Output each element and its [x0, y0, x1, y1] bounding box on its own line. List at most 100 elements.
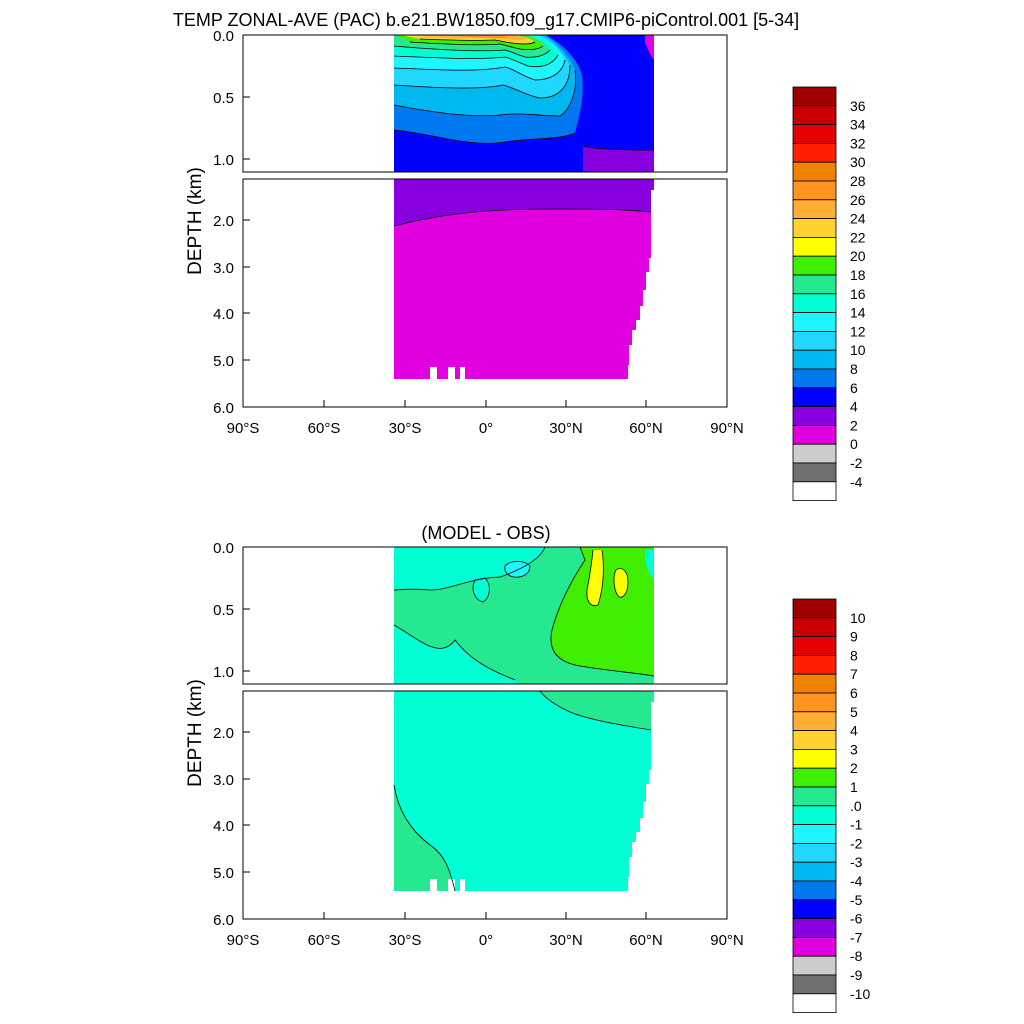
top-colorbar-swatch	[792, 462, 837, 483]
diff-colorbar-swatch	[792, 617, 837, 637]
diff-ytick-label: 1.0	[213, 664, 234, 681]
diff-colorbar-label: -8	[850, 948, 863, 964]
diff-ytick-label: 6.0	[213, 912, 234, 929]
top-upper-contour-lines	[393, 38, 655, 151]
top-ytick-label: 0.5	[213, 90, 234, 107]
top-colorbar-label: 34	[850, 117, 866, 133]
diff-colorbar-swatch	[792, 805, 837, 825]
diff-colorbar-label: -7	[850, 929, 863, 945]
diff-colorbar-label: 3	[850, 741, 858, 757]
diff-colorbar-label: -6	[850, 911, 863, 927]
top-colorbar-label: 10	[850, 342, 866, 358]
diff-ytick-label: 3.0	[213, 772, 234, 789]
diff-colorbar-swatch	[792, 955, 837, 976]
top-colorbar-swatch	[792, 424, 837, 445]
top-colorbar-label: 12	[850, 323, 866, 339]
top-lower-frame	[242, 178, 728, 408]
diff-lower-contour-fill	[394, 691, 654, 891]
diff-colorbar-label: -3	[850, 854, 863, 870]
top-colorbar-label: -2	[850, 455, 863, 471]
top-lower-contour-fill	[394, 179, 654, 379]
top-xtick-label: 60°N	[629, 420, 663, 437]
top-colorbar-swatch	[792, 105, 837, 126]
diff-xtick-label: 60°N	[629, 932, 663, 949]
diff-lower-frame	[242, 690, 728, 920]
top-colorbar-swatch	[792, 293, 837, 313]
top-colorbar-swatch	[792, 443, 837, 464]
diff-colorbar-swatch	[792, 636, 837, 656]
diff-colorbar-label: 10	[850, 610, 866, 626]
top-colorbar-label: 36	[850, 98, 866, 114]
diff-ytick-label: 5.0	[213, 865, 234, 882]
diff-xtick-label: 90°N	[710, 932, 744, 949]
diff-colorbar-label: 4	[850, 723, 858, 739]
top-colorbar-label: 6	[850, 380, 858, 396]
top-xtick-label: 30°N	[549, 420, 583, 437]
diff-colorbar-swatch	[792, 786, 837, 807]
top-colorbar-swatch	[792, 142, 837, 163]
top-colorbar-swatch	[792, 274, 837, 295]
top-colorbar-swatch	[792, 330, 837, 351]
figure-title: TEMP ZONAL-AVE (PAC) b.e21.BW1850.f09_g1…	[173, 10, 799, 31]
diff-xtick-label: 30°N	[549, 932, 583, 949]
diff-upper-contour-fill	[394, 547, 654, 684]
top-x-axis	[323, 400, 647, 407]
diff-colorbar-swatch	[792, 899, 837, 919]
top-ytick-label: 1.0	[213, 152, 234, 169]
diff-colorbar-label: 9	[850, 629, 858, 645]
diff-colorbar-label: -4	[850, 873, 863, 889]
diff-colorbar-label: 7	[850, 666, 858, 682]
diff-xtick-label: 30°S	[389, 932, 422, 949]
diff-colorbar-swatch	[792, 749, 837, 769]
diff-ytick-label: 0.5	[213, 602, 234, 619]
top-lower-contour-lines	[393, 208, 652, 227]
diff-colorbar-swatch	[792, 730, 837, 750]
top-colorbar-label: 22	[850, 229, 866, 245]
top-colorbar-swatch	[792, 481, 837, 501]
diff-upper-contour-lines	[393, 547, 655, 681]
diff-x-axis	[323, 912, 647, 919]
diff-ytick-label: 0.0	[213, 540, 234, 557]
top-xtick-label: 0°	[479, 420, 493, 437]
diff-colorbar-swatch	[792, 711, 837, 731]
top-ytick-label: 6.0	[213, 400, 234, 417]
top-colorbar-label: 16	[850, 286, 866, 302]
diff-colorbar-swatch	[792, 918, 837, 938]
top-ytick-label: 3.0	[213, 260, 234, 277]
diff-colorbar-swatch	[792, 767, 837, 788]
top-colorbar-swatch	[792, 180, 837, 201]
top-colorbar-label: 26	[850, 192, 866, 208]
diff-colorbar-label: 2	[850, 760, 858, 776]
top-ytick-label: 5.0	[213, 353, 234, 370]
diff-colorbar-swatch	[792, 843, 837, 863]
diff-colorbar-label: 6	[850, 685, 858, 701]
diff-colorbar-swatch	[792, 937, 837, 957]
top-ytick-label: 0.0	[213, 28, 234, 45]
top-ytick-label: 2.0	[213, 213, 234, 230]
diff-colorbar-label: -2	[850, 835, 863, 851]
diff-colorbar-swatch	[792, 861, 837, 882]
diff-colorbar-swatch	[792, 974, 837, 995]
diff-colorbar-swatch	[792, 655, 837, 675]
diff-y-axis	[243, 546, 250, 873]
diff-colorbar-label: -5	[850, 892, 863, 908]
top-colorbar-swatch	[792, 161, 837, 182]
top-colorbar-swatch	[792, 387, 837, 407]
top-colorbar-label: 24	[850, 211, 866, 227]
top-xtick-label: 90°N	[710, 420, 744, 437]
diff-colorbar-swatch	[792, 824, 837, 844]
diff-ytick-label: 2.0	[213, 725, 234, 742]
top-colorbar-label: 32	[850, 135, 866, 151]
top-colorbar-swatch	[792, 349, 837, 370]
diff-colorbar-swatch	[792, 692, 837, 713]
diff-colorbar-swatch	[792, 880, 837, 901]
top-upper-contour-fill	[394, 35, 654, 172]
top-colorbar-label: 18	[850, 267, 866, 283]
top-xtick-label: 30°S	[389, 420, 422, 437]
diff-lower-contour-lines	[393, 691, 652, 892]
diff-colorbar-label: -1	[850, 817, 863, 833]
top-colorbar-swatch	[792, 368, 837, 389]
top-colorbar-swatch	[792, 218, 837, 238]
top-colorbar-swatch	[792, 199, 837, 220]
